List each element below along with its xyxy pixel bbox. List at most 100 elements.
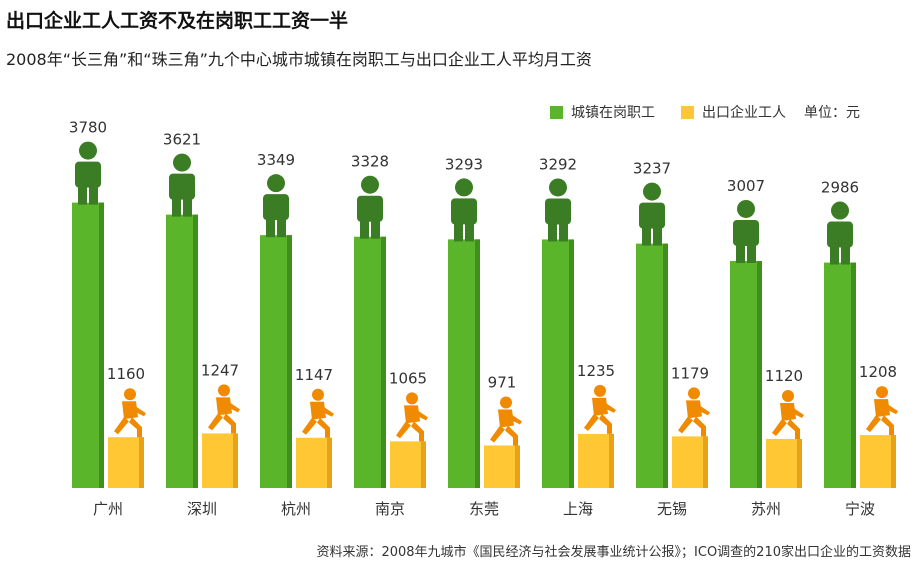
person-body-icon-5 — [545, 198, 571, 225]
bar-urban-shade-2 — [287, 235, 292, 488]
person-leg-left-icon-4 — [454, 221, 463, 242]
value-label-urban-3: 3328 — [351, 153, 389, 171]
worker-leg-front-icon-1 — [223, 413, 236, 434]
person-body-icon-6 — [639, 202, 665, 229]
person-leg-right-icon-5 — [559, 221, 568, 242]
person-leg-right-icon-2 — [277, 217, 286, 238]
value-label-urban-8: 2986 — [821, 179, 859, 197]
value-label-urban-6: 3237 — [633, 160, 671, 178]
worker-arm-icon-4 — [508, 413, 522, 425]
legend-unit: 单位：元 — [804, 105, 860, 121]
value-label-urban-5: 3292 — [539, 155, 577, 173]
worker-head-icon-5 — [594, 384, 606, 397]
value-label-urban-1: 3621 — [163, 131, 201, 149]
person-head-icon-1 — [173, 153, 191, 172]
worker-arm-icon-6 — [696, 404, 710, 416]
bar-export-2 — [296, 437, 332, 488]
person-head-icon-7 — [737, 199, 755, 218]
worker-head-icon-8 — [876, 386, 888, 399]
value-label-export-4: 971 — [488, 373, 517, 391]
bar-export-7 — [766, 438, 802, 488]
legend-swatch-export — [681, 105, 694, 119]
worker-arm-icon-3 — [414, 409, 428, 421]
legend: 城镇在岗职工 出口企业工人 单位：元 — [550, 102, 860, 122]
person-leg-left-icon-7 — [736, 242, 745, 263]
value-label-export-3: 1065 — [389, 369, 427, 387]
source-note: 资料来源：2008年九城市《国民经济与社会发展事业统计公报》；ICO调查的210… — [316, 545, 911, 560]
person-head-icon-0 — [79, 141, 97, 160]
worker-leg-front-icon-0 — [129, 417, 142, 438]
category-label-2: 杭州 — [281, 500, 311, 518]
worker-leg-front-icon-4 — [505, 425, 518, 446]
bar-urban-shade-4 — [475, 239, 480, 488]
bar-export-shade-3 — [421, 441, 426, 488]
person-body-icon-3 — [357, 195, 383, 222]
value-label-export-6: 1179 — [671, 364, 709, 382]
person-leg-right-icon-0 — [89, 184, 98, 205]
bar-export-0 — [108, 437, 144, 488]
worker-head-icon-0 — [124, 388, 136, 401]
worker-head-icon-7 — [782, 389, 794, 402]
bar-export-shade-4 — [515, 445, 520, 488]
person-leg-right-icon-3 — [371, 218, 380, 239]
bar-urban-shade-5 — [569, 239, 574, 488]
person-leg-left-icon-5 — [548, 221, 557, 242]
person-leg-right-icon-7 — [747, 242, 756, 263]
bar-urban-4 — [448, 239, 480, 488]
bar-urban-8 — [824, 262, 856, 488]
value-label-urban-0: 3780 — [69, 119, 107, 137]
person-leg-left-icon-1 — [172, 196, 181, 217]
value-label-export-7: 1120 — [765, 367, 803, 385]
bar-export-8 — [860, 435, 896, 488]
legend-label-urban: 城镇在岗职工 — [571, 105, 655, 121]
category-label-5: 上海 — [563, 500, 593, 518]
person-head-icon-2 — [267, 174, 285, 193]
worker-leg-front-icon-6 — [693, 416, 706, 437]
worker-leg-back-icon-8 — [866, 415, 881, 433]
person-leg-left-icon-6 — [642, 225, 651, 246]
worker-arm-icon-7 — [790, 406, 804, 418]
worker-leg-front-icon-8 — [881, 415, 894, 436]
worker-head-icon-1 — [218, 384, 230, 397]
worker-head-icon-3 — [406, 392, 418, 405]
value-label-urban-4: 3293 — [445, 155, 483, 173]
bar-export-3 — [390, 441, 426, 488]
worker-leg-front-icon-7 — [787, 418, 800, 439]
value-label-export-2: 1147 — [295, 366, 333, 384]
worker-head-icon-4 — [500, 396, 512, 409]
worker-leg-back-icon-3 — [396, 421, 411, 439]
worker-leg-back-icon-6 — [678, 416, 693, 434]
value-label-export-0: 1160 — [107, 365, 145, 383]
person-leg-right-icon-4 — [465, 221, 474, 242]
bar-export-5 — [578, 433, 614, 488]
bar-export-shade-6 — [703, 436, 708, 488]
person-leg-left-icon-8 — [830, 244, 839, 265]
person-head-icon-8 — [831, 201, 849, 220]
worker-leg-front-icon-2 — [317, 417, 330, 438]
worker-arm-icon-0 — [132, 405, 146, 417]
person-head-icon-4 — [455, 178, 473, 197]
worker-leg-back-icon-1 — [208, 413, 223, 431]
bar-urban-6 — [636, 243, 668, 488]
person-leg-left-icon-2 — [266, 217, 275, 238]
bar-urban-5 — [542, 239, 574, 488]
person-head-icon-3 — [361, 175, 379, 194]
worker-head-icon-6 — [688, 387, 700, 400]
category-label-7: 苏州 — [751, 500, 781, 518]
person-leg-left-icon-0 — [78, 184, 87, 205]
value-label-export-8: 1208 — [859, 363, 897, 381]
worker-leg-back-icon-0 — [114, 417, 129, 435]
bar-urban-shade-1 — [193, 214, 198, 488]
bar-urban-shade-0 — [99, 202, 104, 489]
bar-urban-0 — [72, 202, 104, 489]
worker-arm-icon-8 — [884, 403, 898, 415]
person-leg-right-icon-8 — [841, 244, 850, 265]
bar-urban-shade-8 — [851, 262, 856, 488]
bar-export-shade-1 — [233, 433, 238, 488]
worker-arm-icon-2 — [320, 405, 334, 417]
worker-leg-back-icon-5 — [584, 413, 599, 431]
worker-leg-front-icon-5 — [599, 413, 612, 434]
chart-subtitle: 2008年“长三角”和“珠三角”九个中心城市城镇在岗职工与出口企业工人平均月工资 — [6, 50, 592, 69]
bar-export-4 — [484, 445, 520, 488]
